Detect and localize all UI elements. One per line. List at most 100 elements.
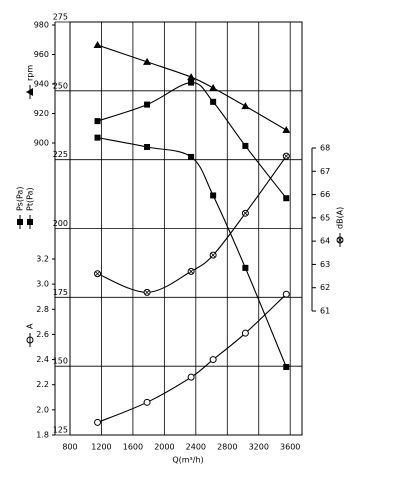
db-tick-label: 66	[320, 190, 330, 199]
marker	[210, 98, 217, 105]
data-point	[94, 270, 102, 278]
data-point	[209, 83, 218, 91]
data-point	[187, 267, 195, 275]
axis-title: A	[26, 323, 35, 347]
pa-tick-label: 150	[53, 357, 68, 366]
data-point	[143, 288, 151, 296]
db-tick-label: 63	[320, 260, 330, 269]
marker	[210, 192, 217, 199]
marker	[241, 102, 250, 110]
a-tick-label: 2.0	[36, 405, 49, 414]
series-line	[97, 293, 287, 423]
data-point	[242, 142, 249, 149]
marker	[209, 83, 218, 91]
data-point	[188, 79, 195, 86]
x-tick-label: 1200	[91, 443, 111, 452]
x-tick-label: 800	[62, 443, 77, 452]
marker	[282, 290, 290, 298]
x-tick-label: 3600	[280, 443, 300, 452]
pa-tick-label: 175	[53, 288, 68, 297]
axis-title-text: Pt(Pa)	[26, 187, 35, 211]
marker	[283, 153, 289, 159]
marker	[282, 126, 291, 134]
data-point	[94, 118, 101, 125]
marker	[94, 118, 101, 125]
a-tick-label: 2.2	[36, 380, 49, 389]
marker	[94, 418, 102, 426]
x-tick-label: 1600	[123, 443, 143, 452]
marker	[187, 73, 196, 81]
data-point	[187, 73, 196, 81]
axis-title: rpm	[26, 65, 35, 99]
marker	[209, 356, 217, 364]
marker	[188, 269, 194, 274]
db-tick-label: 67	[320, 167, 330, 176]
a-tick-label: 2.8	[36, 305, 49, 314]
marker	[94, 134, 101, 141]
marker	[188, 79, 195, 86]
a-tick-label: 1.8	[36, 431, 49, 440]
rpm-tick-label: 940	[34, 80, 49, 89]
data-point	[241, 102, 250, 110]
pa-tick-label: 250	[53, 81, 68, 90]
data-point	[282, 152, 290, 160]
rpm-tick-label: 920	[34, 109, 49, 118]
marker	[144, 101, 151, 108]
x-tick-label: 3200	[249, 443, 269, 452]
data-point	[188, 153, 195, 160]
data-point	[187, 373, 195, 381]
data-point	[143, 57, 152, 65]
rpm-tick-label: 900	[34, 139, 49, 148]
marker	[243, 210, 248, 216]
data-point	[144, 144, 151, 151]
data-point	[210, 192, 217, 199]
marker	[241, 329, 249, 337]
axis-title-text: Ps(Pa)	[16, 187, 25, 211]
pa-tick-label: 200	[53, 219, 68, 228]
data-point	[93, 41, 102, 49]
series-line	[97, 82, 287, 199]
data-point	[283, 363, 290, 370]
data-point	[143, 398, 151, 406]
marker	[242, 264, 249, 271]
marker	[144, 144, 151, 151]
x-axis-label: Q(m³/h)	[172, 456, 203, 465]
marker	[283, 363, 290, 370]
axis-title-text: rpm	[26, 65, 35, 81]
data-point	[209, 251, 217, 259]
marker	[143, 57, 152, 65]
a-tick-label: 2.4	[36, 355, 49, 364]
db-tick-label: 62	[320, 283, 330, 292]
pa-tick-label: 275	[53, 13, 68, 22]
marker	[144, 290, 150, 295]
axis-title-text: A	[26, 323, 35, 329]
rpm-tick-label: 960	[34, 50, 49, 59]
a-tick-label: 3.0	[36, 280, 49, 289]
marker	[143, 398, 151, 406]
data-point	[94, 418, 102, 426]
marker	[283, 195, 290, 202]
data-point	[282, 126, 291, 134]
data-point	[94, 134, 101, 141]
marker	[187, 373, 195, 381]
data-point	[144, 101, 151, 108]
pa-tick-label: 125	[53, 426, 68, 435]
marker	[93, 41, 102, 49]
data-point	[209, 356, 217, 364]
db-tick-label: 61	[320, 307, 330, 316]
x-tick-label: 2400	[186, 443, 206, 452]
rpm-tick-label: 980	[34, 21, 49, 30]
axis-title: Ps(Pa)	[16, 187, 25, 229]
data-point	[210, 98, 217, 105]
marker	[210, 252, 216, 258]
marker	[242, 142, 249, 149]
data-point	[283, 195, 290, 202]
db-tick-label: 65	[320, 213, 330, 222]
a-tick-label: 2.6	[36, 330, 49, 339]
data-point	[241, 329, 249, 337]
a-tick-label: 3.2	[36, 255, 49, 264]
pa-tick-label: 225	[53, 150, 68, 159]
data-point	[242, 264, 249, 271]
axis-title: dB(A)	[336, 207, 345, 247]
